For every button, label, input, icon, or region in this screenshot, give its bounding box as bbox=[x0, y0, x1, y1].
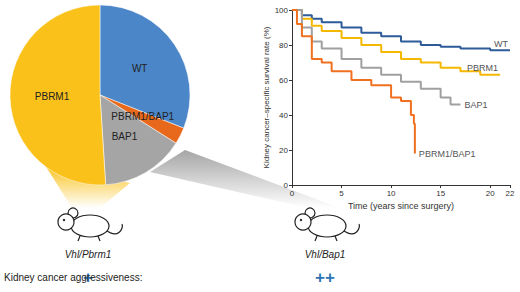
svg-text:40: 40 bbox=[279, 111, 288, 120]
svg-text:10: 10 bbox=[387, 189, 396, 198]
svg-text:PBRM1: PBRM1 bbox=[35, 91, 70, 102]
svg-text:PBRM1/BAP1: PBRM1/BAP1 bbox=[111, 111, 174, 122]
svg-text:Kidney cancer–specific surviva: Kidney cancer–specific survival rate (%) bbox=[262, 26, 271, 168]
svg-text:Vhl/Bap1: Vhl/Bap1 bbox=[305, 249, 346, 260]
svg-text:++: ++ bbox=[315, 268, 335, 287]
svg-text:Kidney cancer aggressiveness:: Kidney cancer aggressiveness: bbox=[4, 272, 142, 283]
svg-text:15: 15 bbox=[436, 189, 445, 198]
svg-text:Time (years since surgery): Time (years since surgery) bbox=[348, 201, 454, 211]
svg-text:BAP1: BAP1 bbox=[112, 131, 138, 142]
svg-text:80: 80 bbox=[279, 41, 288, 50]
svg-text:0: 0 bbox=[290, 189, 295, 198]
svg-text:22: 22 bbox=[506, 189, 515, 198]
svg-text:20: 20 bbox=[279, 146, 288, 155]
svg-text:Vhl/Pbrm1: Vhl/Pbrm1 bbox=[65, 249, 112, 260]
svg-text:20: 20 bbox=[486, 189, 495, 198]
svg-text:PBRM1/BAP1: PBRM1/BAP1 bbox=[419, 149, 476, 159]
svg-text:60: 60 bbox=[279, 76, 288, 85]
svg-text:0: 0 bbox=[284, 181, 289, 190]
svg-text:100: 100 bbox=[275, 6, 289, 15]
svg-text:PBRM1: PBRM1 bbox=[467, 63, 498, 73]
svg-text:WT: WT bbox=[494, 39, 508, 49]
svg-text:5: 5 bbox=[339, 189, 344, 198]
svg-text:BAP1: BAP1 bbox=[464, 100, 487, 110]
svg-text:WT: WT bbox=[132, 63, 148, 74]
